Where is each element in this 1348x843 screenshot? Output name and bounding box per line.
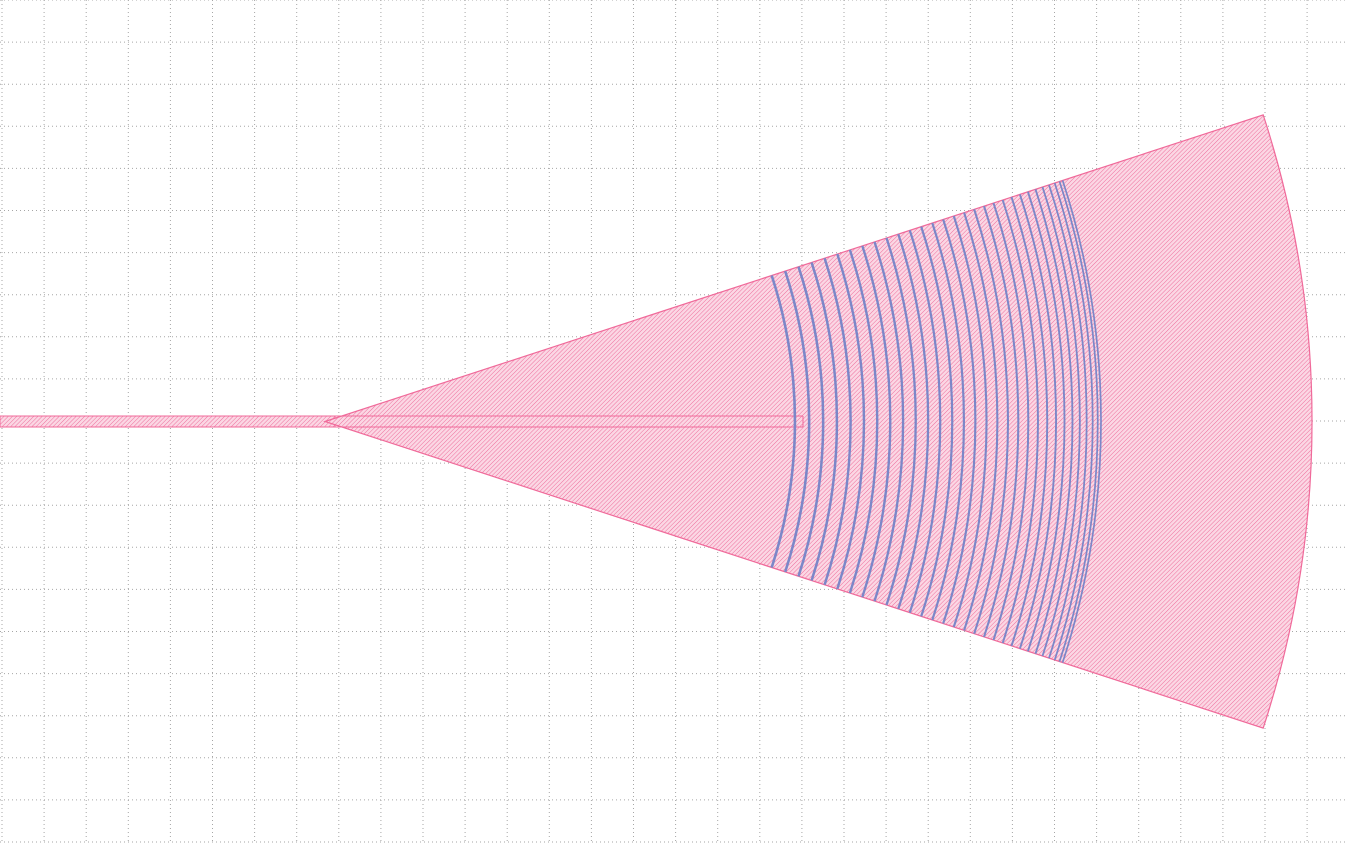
grating-tooth[interactable] [873, 241, 905, 602]
grating-tooth[interactable] [810, 262, 839, 581]
grating-tooth[interactable] [908, 230, 942, 613]
grating-tooth[interactable] [836, 253, 866, 590]
grating-tooth[interactable] [1001, 199, 1039, 644]
grating-tooth[interactable] [931, 222, 966, 621]
grating-tooth[interactable] [1018, 194, 1057, 649]
grating-tooth[interactable] [797, 266, 825, 577]
grating-tooth[interactable] [1027, 191, 1066, 652]
grating-tooth[interactable] [1061, 180, 1102, 663]
grating-tooth[interactable] [783, 270, 811, 573]
grating-tooth[interactable] [952, 215, 988, 628]
grating-tooth[interactable] [973, 208, 1010, 635]
grating-tooth[interactable] [1053, 182, 1094, 661]
grating-tooth[interactable] [770, 275, 797, 568]
grating-tooth[interactable] [992, 202, 1030, 641]
grating-teeth[interactable] [770, 180, 1102, 663]
grating-tooth[interactable] [942, 219, 977, 624]
grating-tooth[interactable] [897, 233, 930, 610]
grating-tooth[interactable] [848, 249, 879, 594]
input-waveguide[interactable] [0, 415, 336, 428]
grating-tooth[interactable] [983, 205, 1020, 638]
grating-tooth[interactable] [823, 257, 852, 586]
taper-region[interactable] [323, 114, 1313, 729]
grating-tooth[interactable] [1058, 181, 1099, 662]
grating-tooth[interactable] [920, 226, 954, 617]
grating-tooth[interactable] [885, 237, 917, 606]
grating-tooth[interactable] [963, 212, 999, 631]
grating-tooth[interactable] [1041, 186, 1081, 657]
grating-tooth[interactable] [1010, 196, 1049, 647]
grating-tooth[interactable] [1034, 189, 1074, 654]
grating-tooth[interactable] [861, 245, 892, 598]
grating-tooth[interactable] [1048, 184, 1088, 659]
